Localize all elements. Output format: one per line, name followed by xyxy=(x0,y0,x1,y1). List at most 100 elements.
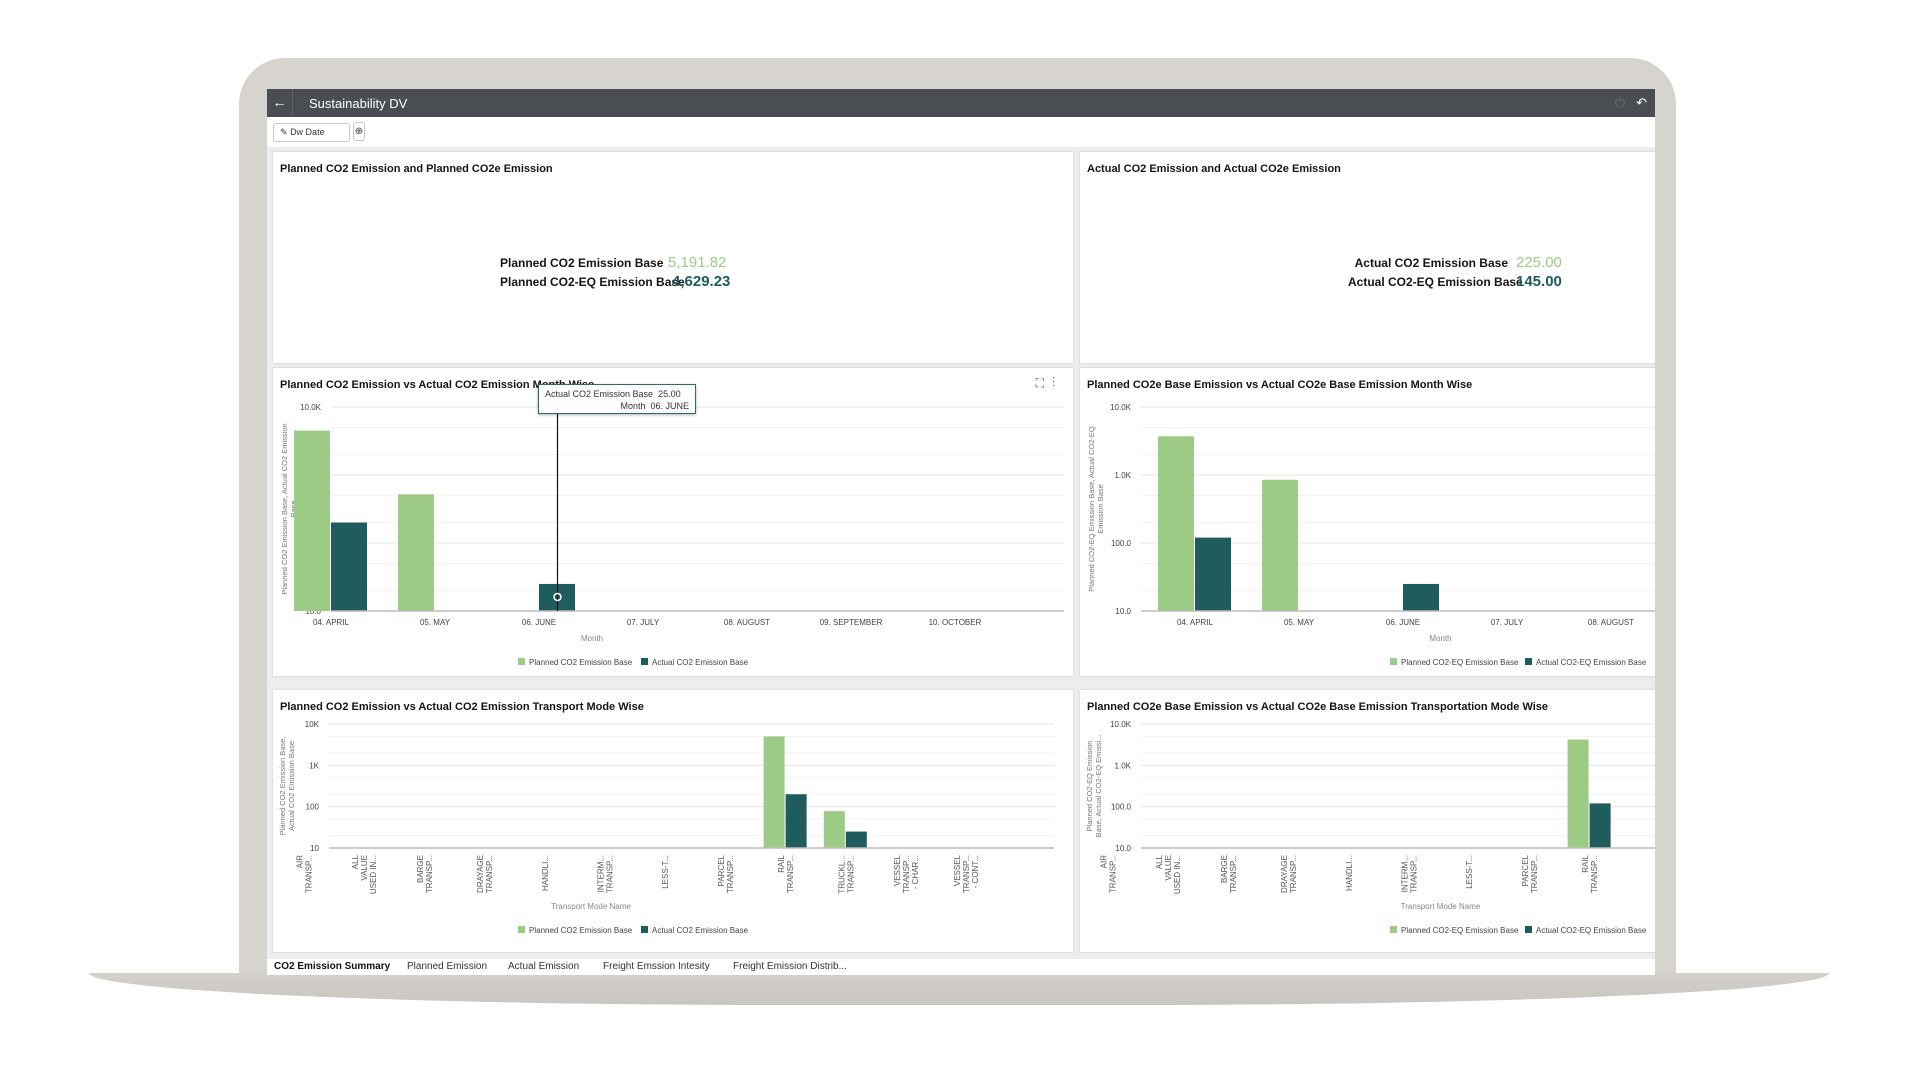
bar-planned xyxy=(1262,479,1298,611)
kpi-value: 5,191.82 xyxy=(668,254,727,271)
x-tick-label: 04. APRIL xyxy=(313,618,350,627)
x-tick-label: VALUE xyxy=(360,855,369,881)
plus-circle-icon[interactable]: ⊕ xyxy=(353,122,365,141)
undo-icon[interactable]: ↶ xyxy=(1636,95,1647,110)
y-tick-label: 100 xyxy=(306,803,320,812)
x-tick-label: DRAYAGE xyxy=(476,855,485,893)
legend-label: Actual CO2-EQ Emission Base xyxy=(1536,926,1647,935)
bar-actual xyxy=(785,794,807,848)
x-tick-label: VALUE xyxy=(1164,855,1173,881)
bar-chart: 10.0 100.0 1.0K 10.0K Planned CO2-EQ Emissio… xyxy=(1087,403,1655,667)
kpi-label: Actual CO2 Emission Base xyxy=(1354,256,1508,270)
bar-actual xyxy=(845,831,867,848)
chart-panel-co2e-month: 10.0 100.0 1.0K 10.0K Planned CO2-EQ Emissio… xyxy=(1080,368,1655,676)
legend-label: Planned CO2-EQ Emission Base xyxy=(1401,926,1519,935)
more-vertical-icon[interactable]: ⋮ xyxy=(1051,376,1063,390)
x-tick-label: AIR xyxy=(1100,855,1109,869)
tooltip-value: 25.00 xyxy=(658,389,681,399)
x-tick-label: 08. AUGUST xyxy=(1588,618,1634,627)
legend-swatch xyxy=(641,926,648,933)
legend-swatch xyxy=(1525,926,1532,933)
filter-bar: ✎ Dw Date ⊕ xyxy=(267,117,1655,147)
y-axis-title-line: Planned CO2-EQ Emission Base, Actual CO2… xyxy=(1087,426,1096,592)
app-title: Sustainability DV xyxy=(309,96,408,111)
power-icon[interactable]: ⏻ xyxy=(1614,95,1625,110)
y-tick-label: 1.0K xyxy=(1115,761,1132,770)
y-tick-label: 10.0 xyxy=(305,607,321,616)
x-axis-title: Month xyxy=(581,634,603,643)
x-tick-label: TRANSP... xyxy=(1530,855,1539,893)
expand-icon[interactable]: ⛶ xyxy=(1035,376,1052,390)
kpi-label: Planned CO2 Emission Base xyxy=(500,256,664,270)
y-axis-title-line: Emission Base xyxy=(1096,484,1105,534)
arrow-left-icon[interactable]: ← xyxy=(267,89,293,117)
kpi-planned-panel: Planned CO2 Emission and Planned CO2e Em… xyxy=(273,152,1073,363)
kpi-value: 4,629.23 xyxy=(672,273,731,290)
y-tick-label: 10.0 xyxy=(1115,607,1131,616)
x-tick-label: PARCEL xyxy=(717,854,726,886)
bar-planned xyxy=(1158,436,1194,611)
x-tick-label: BARGE xyxy=(1220,855,1229,883)
x-tick-label: TRANSP... xyxy=(1109,855,1118,893)
tab-co2-emission-summary[interactable]: CO2 Emission Summary xyxy=(274,961,391,972)
legend-label: Planned CO2 Emission Base xyxy=(529,926,633,935)
filter-dw-date[interactable]: ✎ Dw Date xyxy=(273,123,350,142)
legend-label: Planned CO2 Emission Base xyxy=(529,658,633,667)
title-bar: ← Sustainability DV ⏻ ↶ xyxy=(267,89,1655,117)
legend-swatch xyxy=(1525,658,1532,665)
legend-swatch xyxy=(1390,658,1397,665)
x-tick-label: 06. JUNE xyxy=(522,618,556,627)
x-tick-label: RAIL xyxy=(777,854,786,872)
tooltip-label: Actual CO2 Emission Base xyxy=(545,389,654,399)
y-axis-title-line: Planned CO2 Emission Base, Actual CO2 Em… xyxy=(280,423,289,594)
legend-swatch xyxy=(518,926,525,933)
x-tick-label: TRANSP... xyxy=(1410,855,1419,893)
pin-icon: ✎ xyxy=(280,127,288,137)
x-tick-label: ALL xyxy=(1155,854,1164,869)
y-tick-label: 10K xyxy=(305,720,320,729)
x-tick-label: USED IN... xyxy=(1173,855,1182,894)
bar-actual xyxy=(1589,803,1611,848)
legend-label: Planned CO2-EQ Emission Base xyxy=(1401,658,1519,667)
panel-toolbar: ⛶⋮ xyxy=(1036,376,1063,391)
kpi-planned-co2: Planned CO2 Emission Base 5,191.82 xyxy=(500,254,726,272)
y-axis-title: Planned CO2 Emission Base, Actual CO2 Emi… xyxy=(278,737,296,836)
x-tick-label: TRANSP... xyxy=(786,855,795,893)
x-tick-label: 04. APRIL xyxy=(1177,618,1214,627)
x-tick-label: 09. SEPTEMBER xyxy=(820,618,883,627)
bar-planned xyxy=(294,430,330,611)
x-axis-title: Month xyxy=(1429,634,1451,643)
filter-label: Dw Date xyxy=(290,127,325,137)
y-axis-title: Planned CO2 Emission Base, Actual CO2 Em… xyxy=(280,423,298,594)
legend-swatch xyxy=(518,658,525,665)
y-tick-label: 10.0K xyxy=(1110,403,1132,412)
x-tick-label: PARCEL xyxy=(1521,854,1530,886)
laptop-base xyxy=(89,973,1829,1005)
tab-freight-emission-intensity[interactable]: Freight Emssion Intesity xyxy=(603,961,710,972)
tab-actual-emission[interactable]: Actual Emission xyxy=(508,961,580,972)
legend-label: Actual CO2-EQ Emission Base xyxy=(1536,658,1647,667)
y-axis-title: Planned CO2-EQ Emission Base, Actual CO2… xyxy=(1087,426,1105,592)
legend: Planned CO2-EQ Emission Base Actual CO2-E… xyxy=(1390,926,1647,935)
x-tick-label: TRANSP... xyxy=(425,855,434,893)
app-window: ← Sustainability DV ⏻ ↶ ✎ Dw Date ⊕ Plan… xyxy=(267,89,1655,975)
x-tick-label: USED IN... xyxy=(369,855,378,894)
x-tick-label: TRANSP... xyxy=(305,855,314,893)
tab-freight-emission-distribution[interactable]: Freight Emission Distrib... xyxy=(733,961,847,972)
legend-label: Actual CO2 Emission Base xyxy=(652,658,749,667)
x-tick-label: TRANSP... xyxy=(1229,855,1238,893)
tab-planned-emission[interactable]: Planned Emission xyxy=(407,961,488,972)
x-tick-label: BARGE xyxy=(416,855,425,883)
x-tick-label: INTERM... xyxy=(597,855,606,892)
x-tick-label: TRANSP... xyxy=(846,855,855,893)
x-tick-label: 10. OCTOBER xyxy=(929,618,982,627)
x-tick-label: TRUCKL... xyxy=(837,855,846,894)
chart-panel-co2-transport: 10 100 1K 10K Planned CO2 Emission Base, Actu… xyxy=(273,690,1073,952)
y-axis-title-line: Actual CO2 Emission Base xyxy=(287,741,296,831)
bar-planned xyxy=(398,494,434,611)
kpi-label: Actual CO2-EQ Emission Base xyxy=(1348,275,1523,289)
x-tick-label: 05. MAY xyxy=(1284,618,1315,627)
y-axis-title-line: Base xyxy=(289,500,298,517)
